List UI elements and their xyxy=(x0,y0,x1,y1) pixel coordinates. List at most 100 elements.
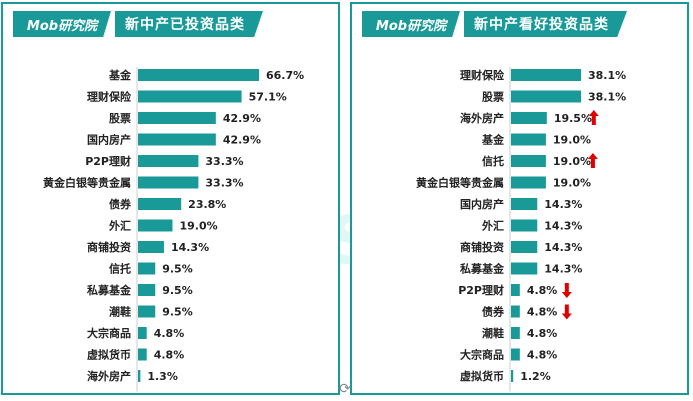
bar xyxy=(138,327,147,339)
bar xyxy=(138,198,182,210)
value-label: 19.0% xyxy=(553,155,591,168)
value-label: 4.8% xyxy=(154,349,185,362)
category-label: P2P理财 xyxy=(458,283,504,297)
value-label: 23.8% xyxy=(188,198,226,211)
category-label: 债券 xyxy=(482,305,505,319)
bar-chart-invested: 基金 66.7% 理财保险 57.1% 股票 42.9% 国内房产 42.9% P2P理财 33.… xyxy=(43,67,304,392)
value-label: 66.7% xyxy=(266,69,304,82)
category-label: 债券 xyxy=(109,197,132,211)
arrow-up-icon xyxy=(588,110,599,125)
arrow-down-icon xyxy=(561,283,572,298)
value-label: 14.3% xyxy=(544,220,582,233)
category-label: 海外房产 xyxy=(460,111,504,125)
category-label: 潮鞋 xyxy=(482,326,504,340)
bar xyxy=(511,112,547,124)
value-label: 9.5% xyxy=(162,284,193,297)
mob-logo: Mob研究院 xyxy=(13,11,111,37)
bar xyxy=(511,284,520,296)
bar xyxy=(511,198,538,210)
bar xyxy=(511,219,538,232)
bar xyxy=(138,133,216,146)
value-label: 33.3% xyxy=(205,155,243,168)
category-label: 虚拟货币 xyxy=(460,369,504,383)
value-label: 4.8% xyxy=(527,306,558,319)
arrow-up-icon xyxy=(587,153,598,168)
bar xyxy=(511,348,520,361)
category-label: 基金 xyxy=(108,68,132,82)
category-label: 信托 xyxy=(109,262,131,276)
category-label: 大宗商品 xyxy=(87,326,131,340)
category-label: 私募基金 xyxy=(460,262,505,276)
value-label: 9.5% xyxy=(162,306,193,319)
value-label: 4.8% xyxy=(154,327,185,340)
value-label: 38.1% xyxy=(588,69,626,82)
bar xyxy=(138,90,242,103)
value-label: 14.3% xyxy=(171,241,209,254)
value-label: 4.8% xyxy=(527,349,558,362)
bar xyxy=(138,284,156,296)
panel-header: Mob研究院 新中产已投资品类 xyxy=(13,9,263,39)
bar xyxy=(138,112,216,124)
category-label: 虚拟货币 xyxy=(87,348,131,362)
bar xyxy=(138,176,199,189)
bar xyxy=(511,370,514,382)
category-label: 商铺投资 xyxy=(87,240,131,254)
bar xyxy=(138,69,259,81)
bar xyxy=(138,370,141,382)
value-label: 1.3% xyxy=(147,370,178,383)
value-label: 14.3% xyxy=(544,263,582,276)
value-label: 14.3% xyxy=(544,198,582,211)
category-label: 理财保险 xyxy=(460,68,505,82)
bar xyxy=(511,90,581,103)
category-label: 国内房产 xyxy=(87,133,131,147)
category-label: 黄金白银等贵金属 xyxy=(43,176,131,190)
value-label: 4.8% xyxy=(527,327,558,340)
value-label: 19.5% xyxy=(554,112,592,125)
panel-invested: Mob研究院 新中产已投资品类 基金 66.7% 理财保险 57.1% 股票 42.9% 国… xyxy=(1,2,340,395)
category-label: 理财保险 xyxy=(87,90,132,104)
value-label: 42.9% xyxy=(223,112,261,125)
panel-title: 新中产已投资品类 xyxy=(115,11,263,37)
value-label: 1.2% xyxy=(520,370,551,383)
category-label: 黄金白银等贵金属 xyxy=(416,176,504,190)
value-label: 14.3% xyxy=(544,241,582,254)
panel-title: 新中产看好投资品类 xyxy=(464,11,627,37)
category-label: 外汇 xyxy=(481,219,504,233)
category-label: 股票 xyxy=(482,91,504,104)
bar xyxy=(511,241,538,253)
bar xyxy=(511,305,520,318)
bar xyxy=(511,262,538,275)
bar xyxy=(511,155,546,167)
category-label: 私募基金 xyxy=(87,283,132,297)
category-label: 商铺投资 xyxy=(460,240,504,254)
value-label: 9.5% xyxy=(162,263,193,276)
bar-chart-favored: 理财保险 38.1% 股票 38.1% 海外房产 19.5% 基金 19.0% 信托 19.0% 黄… xyxy=(416,67,626,392)
category-label: 大宗商品 xyxy=(460,348,504,362)
value-label: 19.0% xyxy=(553,177,591,190)
bar xyxy=(138,241,164,253)
category-label: 海外房产 xyxy=(87,369,131,383)
category-label: 基金 xyxy=(481,133,505,147)
bar xyxy=(138,219,173,232)
category-label: 信托 xyxy=(482,154,504,168)
refresh-icon: ⟳ xyxy=(339,381,351,397)
category-label: P2P理财 xyxy=(85,154,131,168)
bar xyxy=(138,348,147,361)
value-label: 33.3% xyxy=(205,177,243,190)
arrow-down-icon xyxy=(561,304,572,320)
panel-favored: Mob研究院 新中产看好投资品类 理财保险 38.1% 股票 38.1% 海外房产 19.… xyxy=(350,2,689,395)
value-label: 57.1% xyxy=(249,91,287,104)
mob-logo: Mob研究院 xyxy=(362,11,460,37)
value-label: 42.9% xyxy=(223,134,261,147)
category-label: 潮鞋 xyxy=(109,305,131,319)
bar xyxy=(138,262,156,275)
category-label: 国内房产 xyxy=(460,197,504,211)
value-label: 4.8% xyxy=(527,284,558,297)
bar xyxy=(138,155,199,167)
panel-header: Mob研究院 新中产看好投资品类 xyxy=(362,9,627,39)
bar xyxy=(511,133,546,146)
category-label: 外汇 xyxy=(108,219,131,233)
value-label: 19.0% xyxy=(179,220,217,233)
bar xyxy=(138,305,156,318)
value-label: 19.0% xyxy=(553,134,591,147)
